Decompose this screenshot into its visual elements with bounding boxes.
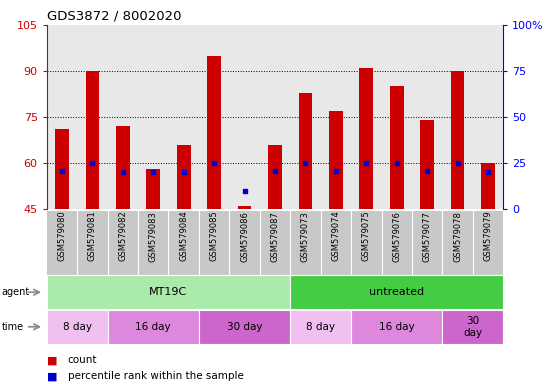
Bar (451, 71, 464, 209)
Text: MT19C: MT19C (150, 287, 188, 297)
Bar (268, 145, 282, 209)
Bar (146, 169, 160, 209)
Bar (207, 56, 221, 209)
Bar (360, 68, 373, 209)
Bar (329, 111, 343, 209)
Text: untreated: untreated (369, 287, 424, 297)
Text: 30
day: 30 day (463, 316, 482, 338)
Bar (299, 93, 312, 209)
Text: GDS3872 / 8002020: GDS3872 / 8002020 (47, 10, 182, 23)
Bar (86, 71, 99, 209)
Bar (238, 206, 251, 209)
Text: 8 day: 8 day (63, 322, 92, 332)
Bar (116, 126, 130, 209)
Bar (177, 145, 190, 209)
Text: ■: ■ (47, 371, 57, 381)
Text: ■: ■ (47, 355, 57, 365)
Text: percentile rank within the sample: percentile rank within the sample (68, 371, 244, 381)
Text: time: time (2, 322, 24, 332)
Bar (55, 129, 69, 209)
Text: 8 day: 8 day (306, 322, 335, 332)
Text: 30 day: 30 day (227, 322, 262, 332)
Text: 16 day: 16 day (379, 322, 415, 332)
Bar (390, 86, 404, 209)
Text: count: count (68, 355, 97, 365)
Text: agent: agent (2, 287, 30, 297)
Bar (420, 120, 434, 209)
Text: 16 day: 16 day (135, 322, 171, 332)
Bar (481, 163, 495, 209)
